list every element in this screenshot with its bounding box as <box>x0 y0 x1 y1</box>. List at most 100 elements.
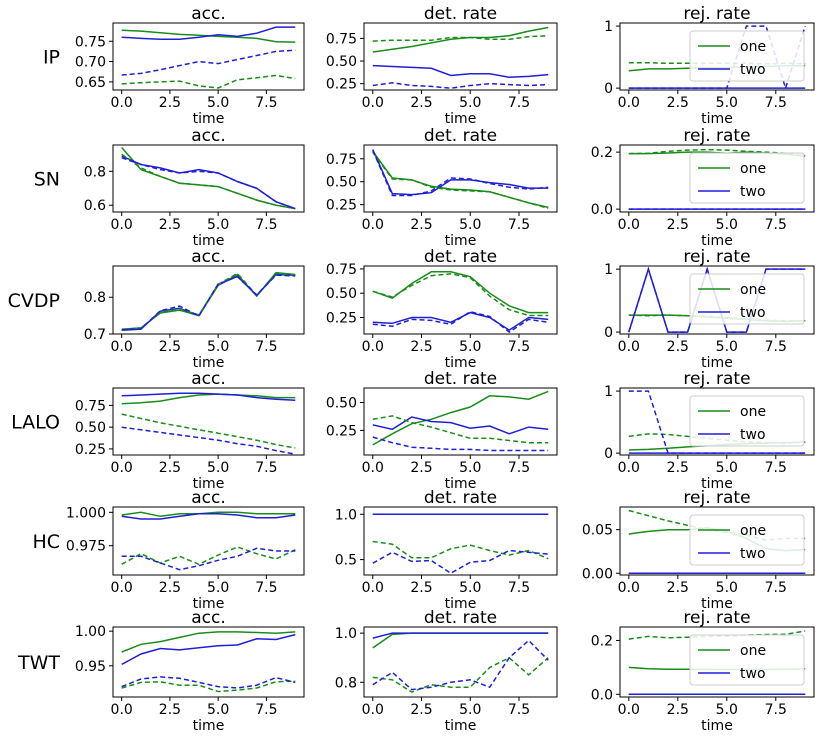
plot-frame <box>619 387 815 456</box>
legend: one two <box>689 30 805 82</box>
row-label: IP <box>43 47 60 69</box>
plot-frame <box>363 22 558 91</box>
legend-label: one <box>740 643 766 659</box>
x-tick-label: 5.0 <box>716 95 738 111</box>
plot-frame <box>619 626 815 698</box>
y-tick-label: 0 <box>604 446 613 462</box>
x-tick-label: 0.0 <box>111 95 133 111</box>
panel-hc-1: det. rate 0.0 2.5 5.0 7.5 0.5 1.0 time <box>335 488 558 612</box>
panel-twt-1: det. rate 0.0 2.5 5.0 7.5 0.8 1.0 time <box>335 608 558 734</box>
row-label: SN <box>34 169 60 191</box>
panel-title: rej. rate <box>683 126 750 146</box>
x-tick-label: 0.0 <box>362 217 384 233</box>
x-axis-label: time <box>445 111 477 127</box>
series-line-1 <box>121 392 296 401</box>
x-tick-label: 2.5 <box>159 702 181 718</box>
panel-title: acc. <box>191 247 226 267</box>
y-tick-label: 1 <box>604 19 613 35</box>
x-tick-label: 5.0 <box>207 95 229 111</box>
panel-sn-2: rej. rate 0.0 2.5 5.0 7.5 0.0 0.2 time one two <box>591 126 815 249</box>
x-tick-label: 5.0 <box>207 460 229 476</box>
panel-lalo-0: acc. 0.0 2.5 5.0 7.5 0.25 0.50 0.75 time <box>75 369 305 492</box>
y-tick-label: 0.75 <box>326 152 357 168</box>
x-axis-label: time <box>193 355 225 371</box>
legend: one two <box>689 273 805 325</box>
series-line-3 <box>121 49 296 76</box>
series-line-2 <box>121 74 296 89</box>
plot-frame <box>112 22 305 91</box>
y-tick-label: 0.95 <box>75 659 106 675</box>
x-tick-label: 7.5 <box>508 460 530 476</box>
panel-twt-2: rej. rate 0.0 2.5 5.0 7.5 0.0 0.2 time one two <box>591 608 815 734</box>
panel-title: rej. rate <box>683 608 750 628</box>
y-tick-label: 1.0 <box>335 626 357 642</box>
series-line-1 <box>372 149 549 196</box>
series-line-2 <box>372 151 549 210</box>
plot-frame <box>112 387 305 456</box>
x-tick-label: 7.5 <box>508 217 530 233</box>
y-tick-label: 0.7 <box>84 327 106 343</box>
panel-title: acc. <box>191 4 226 24</box>
y-tick-label: 0.25 <box>326 77 357 93</box>
x-axis-label: time <box>701 111 733 127</box>
plot-frame <box>619 506 815 576</box>
series-line-0 <box>372 271 549 314</box>
series-line-1 <box>121 512 296 520</box>
x-axis-label: time <box>193 596 225 612</box>
y-tick-label: 0.50 <box>75 420 106 436</box>
x-tick-label: 2.5 <box>410 460 432 476</box>
x-tick-label: 7.5 <box>508 339 530 355</box>
panel-title: det. rate <box>424 126 497 146</box>
series-line-2 <box>121 546 296 566</box>
row-label: CVDP <box>8 290 60 312</box>
x-tick-label: 2.5 <box>410 702 432 718</box>
x-axis-label: time <box>445 233 477 249</box>
panel-lalo-1: det. rate 0.0 2.5 5.0 7.5 0.25 0.50 time <box>326 369 558 492</box>
plot-frame <box>112 506 305 576</box>
panel-title: acc. <box>191 608 226 628</box>
y-tick-label: 0.5 <box>335 553 357 569</box>
x-tick-label: 7.5 <box>255 580 277 596</box>
y-tick-label: 0.0 <box>591 202 613 218</box>
series-line-2 <box>372 415 549 444</box>
series-line-3 <box>372 150 549 197</box>
series-line-2 <box>372 540 549 560</box>
series-line-3 <box>121 156 296 210</box>
x-tick-label: 7.5 <box>255 217 277 233</box>
panel-title: det. rate <box>424 488 497 508</box>
plot-frame <box>112 626 305 698</box>
x-tick-label: 7.5 <box>255 339 277 355</box>
y-tick-label: 1.00 <box>75 624 106 640</box>
series-line-0 <box>121 631 296 653</box>
x-tick-label: 0.0 <box>362 95 384 111</box>
row-label: TWT <box>17 652 60 674</box>
panel-lalo-2: rej. rate 0.0 2.5 5.0 7.5 0 1 time one two <box>604 369 815 492</box>
y-tick-label: 0.75 <box>326 31 357 47</box>
panel-sn-0: acc. 0.0 2.5 5.0 7.5 0.6 0.8 time <box>84 126 305 249</box>
x-tick-label: 0.0 <box>111 339 133 355</box>
x-tick-label: 0.0 <box>362 339 384 355</box>
x-tick-label: 2.5 <box>667 95 689 111</box>
y-tick-label: 0.8 <box>84 164 106 180</box>
x-axis-label: time <box>701 233 733 249</box>
x-axis-label: time <box>445 476 477 492</box>
x-tick-label: 2.5 <box>667 460 689 476</box>
panel-title: acc. <box>191 126 226 146</box>
x-tick-label: 7.5 <box>765 217 787 233</box>
series-line-3 <box>121 426 296 455</box>
plot-frame <box>363 626 558 698</box>
panel-title: det. rate <box>424 369 497 389</box>
x-axis-label: time <box>701 355 733 371</box>
x-tick-label: 0.0 <box>618 217 640 233</box>
series-line-0 <box>372 390 549 446</box>
legend: one two <box>689 634 805 686</box>
x-tick-label: 0.0 <box>618 580 640 596</box>
x-tick-label: 5.0 <box>716 460 738 476</box>
x-tick-label: 2.5 <box>410 580 432 596</box>
legend-label: two <box>740 427 766 443</box>
series-line-2 <box>121 153 296 210</box>
series-line-0 <box>372 26 549 53</box>
y-tick-label: 0.25 <box>326 310 357 326</box>
panel-title: rej. rate <box>683 4 750 24</box>
x-tick-label: 0.0 <box>362 702 384 718</box>
